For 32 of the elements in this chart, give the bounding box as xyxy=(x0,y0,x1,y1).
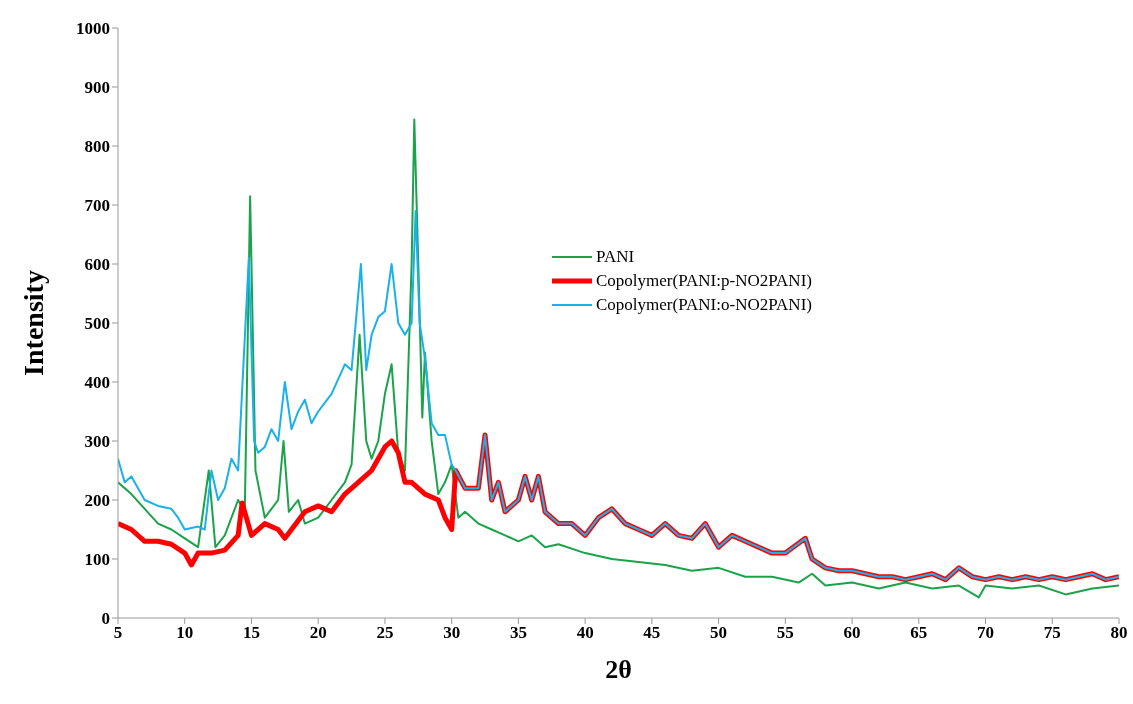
x-tick-label: 35 xyxy=(509,623,527,643)
x-tick-label: 55 xyxy=(776,623,794,643)
y-tick-label: 1000 xyxy=(76,19,110,39)
y-tick-label: 800 xyxy=(84,137,110,157)
x-tick-label: 65 xyxy=(910,623,928,643)
y-tick-label: 500 xyxy=(84,314,110,334)
x-tick-label: 10 xyxy=(176,623,194,643)
legend-label: Copolymer(PANI:o-NO2PANI) xyxy=(596,295,812,315)
x-axis-title: 2θ xyxy=(605,655,632,684)
x-tick-label: 5 xyxy=(113,623,123,643)
x-tick-label: 15 xyxy=(242,623,260,643)
y-tick-label: 400 xyxy=(84,373,110,393)
x-tick-label: 60 xyxy=(843,623,861,643)
y-tick-label: 900 xyxy=(84,78,110,98)
y-tick-label: 300 xyxy=(84,432,110,452)
x-tick-label: 20 xyxy=(309,623,327,643)
x-tick-label: 25 xyxy=(376,623,394,643)
x-tick-label: 45 xyxy=(643,623,661,643)
legend-label: PANI xyxy=(596,247,635,267)
y-tick-label: 100 xyxy=(84,550,110,570)
x-tick-label: 30 xyxy=(443,623,461,643)
x-tick-label: 70 xyxy=(977,623,995,643)
x-tick-label: 80 xyxy=(1110,623,1128,643)
legend-label: Copolymer(PANI:p-NO2PANI) xyxy=(596,271,812,291)
y-tick-label: 200 xyxy=(84,491,110,511)
x-tick-label: 75 xyxy=(1043,623,1061,643)
y-tick-label: 0 xyxy=(101,609,110,629)
y-tick-label: 600 xyxy=(84,255,110,275)
y-tick-label: 700 xyxy=(84,196,110,216)
x-tick-label: 40 xyxy=(576,623,594,643)
y-axis-title: Intensity xyxy=(17,270,49,376)
x-tick-label: 50 xyxy=(710,623,728,643)
